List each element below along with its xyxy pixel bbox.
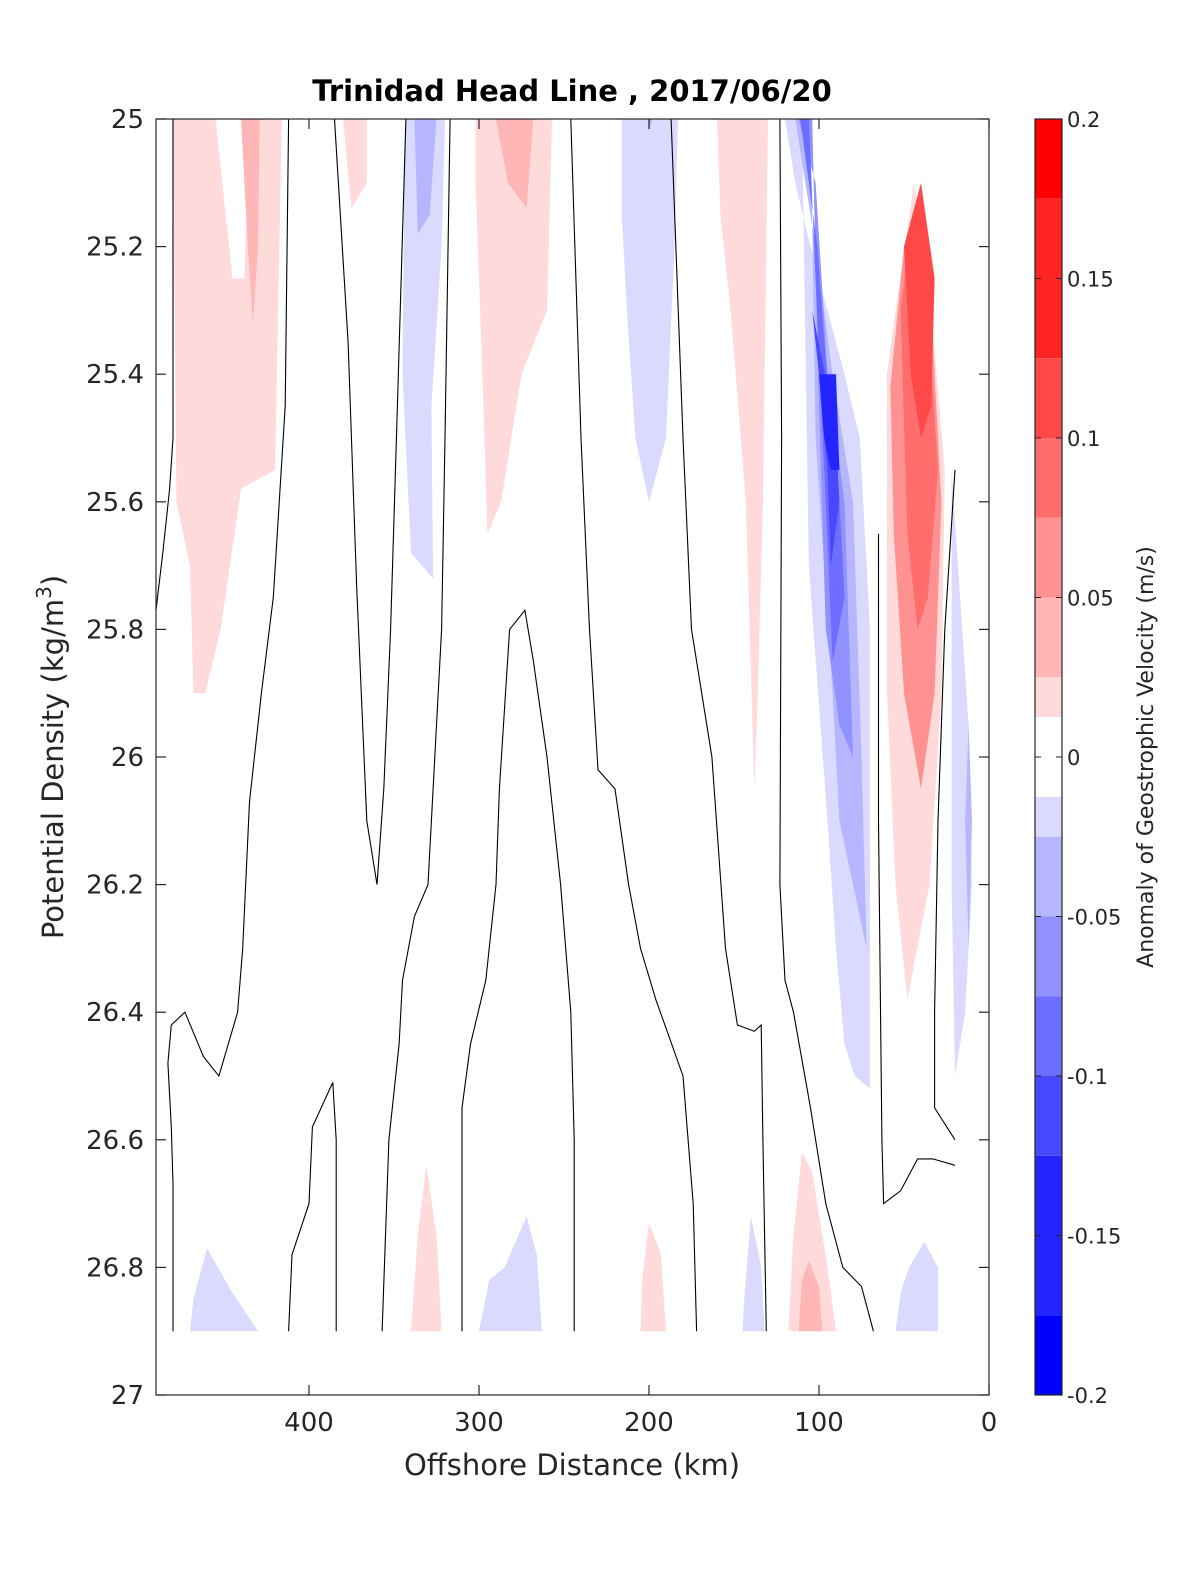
- y-tick-label: 25.4: [86, 360, 144, 390]
- contour-fill-layer: [173, 119, 972, 1332]
- y-tick-label: 25.6: [86, 488, 144, 518]
- contour-line-2: [288, 1082, 337, 1332]
- x-tick-label: 0: [981, 1408, 998, 1438]
- colorbar-level-6: [1035, 677, 1062, 718]
- anomaly-region-22: [411, 1165, 442, 1332]
- contour-line-1: [167, 118, 290, 1332]
- y-axis-label-group: Potential Density (kg/m3): [32, 575, 70, 939]
- x-tick-label: 100: [794, 1408, 844, 1438]
- colorbar-label-group: Anomaly of Geostrophic Velocity (m/s): [1134, 546, 1159, 968]
- contour-line-4: [381, 118, 451, 1332]
- anomaly-region-15: [819, 374, 840, 470]
- colorbar-level-9: [1035, 836, 1062, 917]
- y-tick-label: 25.8: [86, 615, 144, 645]
- contour-line-8: [779, 118, 874, 1332]
- y-tick-label: 25: [111, 105, 144, 135]
- colorbar-level-3: [1035, 438, 1062, 518]
- anomaly-region-4: [414, 119, 437, 234]
- y-tick-label: 26: [111, 743, 144, 773]
- colorbar-tick-label: -0.1: [1067, 1065, 1108, 1089]
- colorbar-level-0: [1035, 119, 1062, 199]
- x-axis-label: Offshore Distance (km): [404, 1448, 740, 1482]
- x-tick-label: 400: [284, 1408, 334, 1438]
- colorbar-level-11: [1035, 996, 1062, 1076]
- anomaly-region-2: [343, 119, 367, 209]
- y-tick-label: 25.2: [86, 233, 144, 263]
- y-axis-label-text: Potential Density (kg/m: [36, 599, 70, 939]
- colorbar-level-2: [1035, 358, 1062, 438]
- anomaly-region-21: [965, 725, 972, 949]
- contour-line-0: [155, 119, 174, 611]
- contour-line-3: [333, 118, 407, 885]
- anomaly-region-5: [475, 119, 553, 534]
- anomaly-region-1: [241, 119, 260, 324]
- colorbar: [1035, 119, 1062, 1395]
- colorbar-tick-label: 0.15: [1067, 268, 1114, 292]
- anomaly-region-6: [496, 119, 534, 209]
- x-axis: 400 300 200 100 0: [284, 119, 997, 1438]
- colorbar-level-14: [1035, 1315, 1062, 1395]
- anomaly-region-23: [190, 1248, 258, 1332]
- y-tick-label: 26.2: [86, 871, 144, 901]
- x-tick-label: 300: [454, 1408, 504, 1438]
- anomaly-region-25: [640, 1222, 666, 1332]
- contour-line-10: [934, 469, 956, 1141]
- colorbar-tick-label: 0: [1067, 746, 1080, 770]
- contour-line-5: [461, 608, 575, 1332]
- y-tick-label: 26.4: [86, 998, 144, 1028]
- colorbar-level-8: [1035, 796, 1062, 837]
- colorbar-level-4: [1035, 517, 1062, 598]
- anomaly-region-29: [895, 1241, 938, 1332]
- colorbar-tick-label: -0.05: [1067, 906, 1121, 930]
- contour-line-6: [570, 118, 698, 1332]
- colorbar-tick-label: -0.2: [1067, 1384, 1108, 1408]
- contour-line-9: [877, 533, 956, 1205]
- colorbar-tick-label: 0.1: [1067, 427, 1100, 451]
- colorbar-level-12: [1035, 1076, 1062, 1156]
- y-tick-label: 27: [111, 1381, 144, 1411]
- anomaly-region-26: [742, 1216, 765, 1332]
- anomaly-region-27: [788, 1152, 836, 1332]
- anomaly-region-19: [904, 182, 935, 438]
- colorbar-level-10: [1035, 916, 1062, 997]
- contour-line-7: [670, 118, 767, 1332]
- anomaly-region-9: [717, 119, 768, 789]
- colorbar-tick-label: 0.05: [1067, 587, 1114, 611]
- x-tick-label: 200: [624, 1408, 674, 1438]
- chart-title: Trinidad Head Line , 2017/06/20: [312, 74, 832, 108]
- anomaly-region-7: [621, 119, 678, 502]
- colorbar-level-5: [1035, 597, 1062, 678]
- contour-line-layer: [155, 118, 956, 1332]
- y-axis-label-superscript: 3: [32, 586, 56, 599]
- anomaly-region-20: [951, 469, 972, 1076]
- y-tick-label: 26.6: [86, 1126, 144, 1156]
- anomaly-region-24: [479, 1216, 542, 1332]
- colorbar-ticks: 0.2 0.15 0.1 0.05 0 -0.05 -0.1 -0.15 -0.2: [1035, 108, 1121, 1408]
- y-axis-label-close: ): [36, 575, 70, 586]
- colorbar-label: Anomaly of Geostrophic Velocity (m/s): [1134, 546, 1159, 968]
- colorbar-tick-label: 0.2: [1067, 108, 1100, 132]
- y-tick-label: 26.8: [86, 1253, 144, 1283]
- y-axis-label: Potential Density (kg/m3): [32, 575, 70, 939]
- y-axis: 25 25.2 25.4 25.6 25.8 26 26.2 26.4 26.6 26.8 27: [86, 105, 989, 1411]
- colorbar-tick-label: -0.15: [1067, 1225, 1121, 1249]
- anomaly-region-3: [402, 119, 445, 579]
- anomaly-region-28: [798, 1261, 823, 1332]
